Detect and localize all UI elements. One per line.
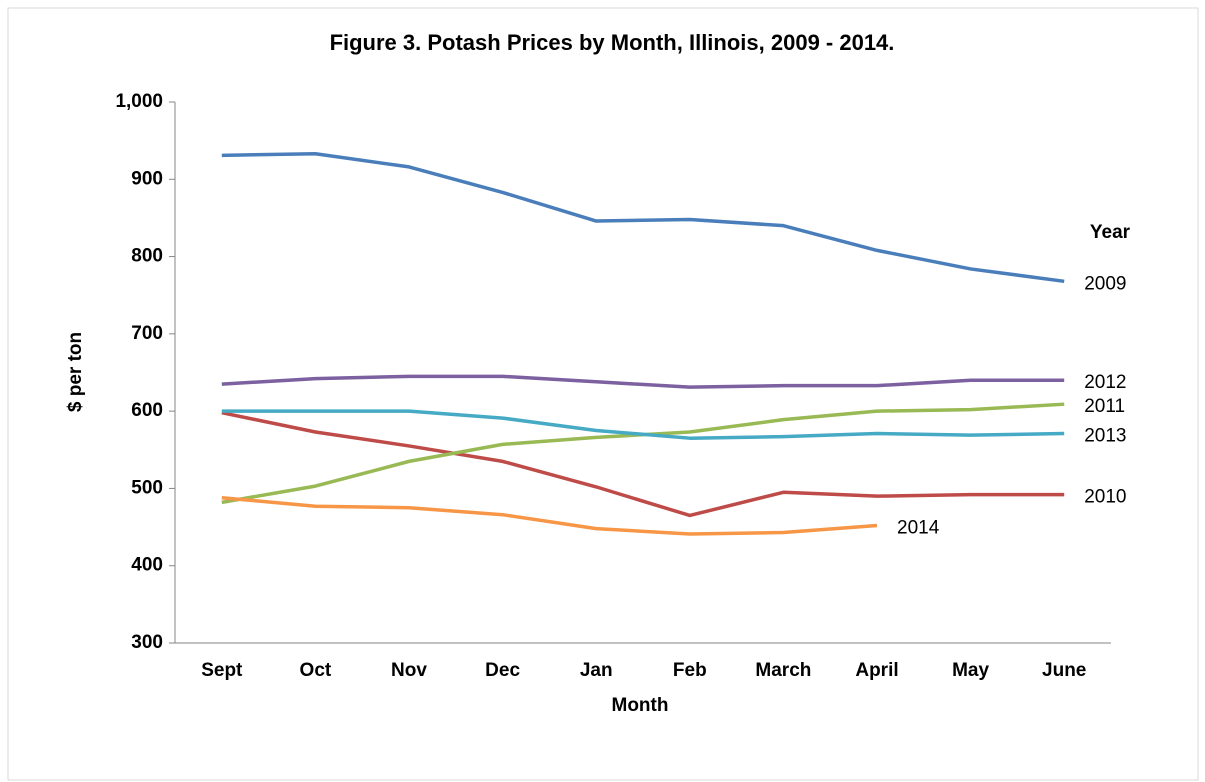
chart-title: Figure 3. Potash Prices by Month, Illino… [330,30,895,55]
y-tick-label: 700 [131,323,163,344]
frame [7,7,1199,781]
y-tick-label: 300 [131,632,163,653]
y-tick-label: 800 [131,246,163,267]
series-line [221,152,1065,284]
series-label: 2013 [1084,426,1126,447]
y-tick-label: 400 [131,555,163,576]
series-line [221,495,878,536]
x-tick-label: Jan [580,660,613,681]
x-tick-label: Nov [391,660,427,681]
series-label: 2011 [1084,396,1125,417]
y-tick-label: 900 [131,168,163,189]
series-label: 2009 [1084,273,1126,294]
y-tick-label: 500 [131,477,163,498]
series-label: 2012 [1084,372,1126,393]
x-tick-label: Oct [300,660,332,681]
y-axis-label: $ per ton [65,332,86,412]
series-line [221,410,1065,518]
series-label: 2014 [897,518,940,539]
x-tick-label: April [855,660,898,681]
x-tick-label: June [1042,660,1086,681]
legend-title: Year [1090,222,1131,243]
series-line [221,374,1065,389]
x-tick-label: Dec [485,660,520,681]
series-line [221,409,1065,440]
x-tick-label: Feb [673,660,707,681]
x-tick-label: May [952,660,989,681]
series-label: 2010 [1084,487,1126,508]
x-axis-label: Month [612,695,669,716]
y-tick-label: 1,000 [115,91,163,112]
x-tick-label: March [755,660,811,681]
y-tick-label: 600 [131,400,163,421]
x-tick-label: Sept [201,660,243,681]
